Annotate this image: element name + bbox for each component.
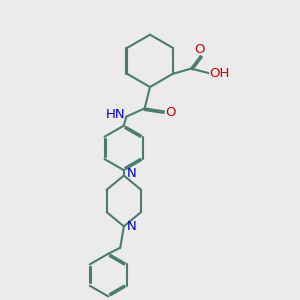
Text: OH: OH [209,67,229,80]
Text: O: O [195,43,205,56]
Text: N: N [126,167,136,180]
Text: N: N [126,220,136,233]
Text: O: O [165,106,176,119]
Text: HN: HN [106,108,126,121]
